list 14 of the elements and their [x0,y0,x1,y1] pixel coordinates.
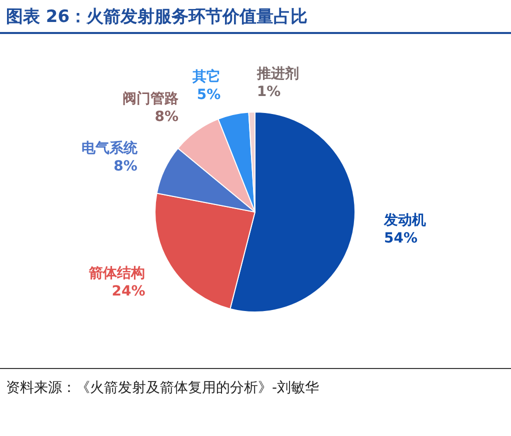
data-label: 54% [384,230,418,246]
data-label: 8% [114,158,138,175]
slice-label: 阀门管路 [122,90,179,107]
slice-label: 推进剂 [256,65,299,82]
data-label: 24% [112,284,146,300]
slice-label: 其它 [192,68,221,86]
chart-title: 图表 26：火箭发射服务环节价值量占比 [6,7,308,27]
data-label: 8% [154,108,179,125]
text: 资料来源：《火箭发射及箭体复用的分析》-刘敏华 [6,380,320,396]
slice-label: 发动机 [382,212,426,228]
slice-label: 电气系统 [81,140,138,157]
data-label: 5% [196,87,221,104]
data-label: 1% [256,84,281,100]
slice-label: 箭体结构 [88,266,146,282]
